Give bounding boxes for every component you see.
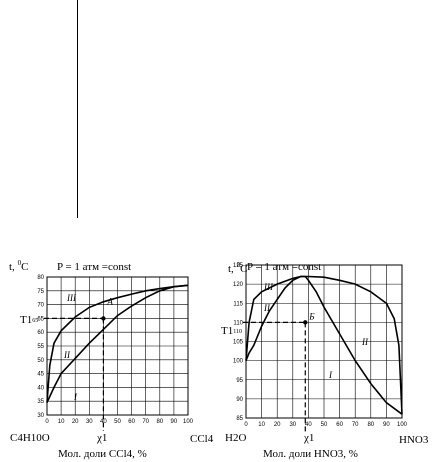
t-axis-label: t, 0C — [228, 261, 247, 275]
y-tick-label: 95 — [236, 378, 243, 384]
point-label: A — [106, 296, 113, 306]
point-marker — [303, 320, 308, 325]
T1-label: T1110 — [221, 325, 242, 337]
point-marker — [101, 316, 106, 321]
chart-water-nitric-acid: 0 10 20 30 40 50 60 70 80 90 100 85 90 95 100 105 110 115… — [221, 261, 429, 460]
x-tick-label: 60 — [128, 419, 135, 425]
curve-liquid — [46, 284, 189, 403]
left-component-label: C4H10O — [10, 432, 50, 444]
y-tick-label: 60 — [37, 330, 44, 336]
x-tick-label: 20 — [274, 422, 281, 428]
region-label: III — [66, 293, 77, 303]
y-tick-label: 105 — [233, 340, 244, 346]
y-tick-label: 55 — [37, 344, 44, 350]
x-tick-label: 70 — [142, 419, 149, 425]
y-tick-label: 45 — [37, 372, 44, 378]
y-tick-label: 80 — [37, 275, 44, 281]
x-tick-label: 0 — [45, 419, 49, 425]
curve-vapor — [245, 275, 403, 415]
x-tick-label: 20 — [72, 419, 79, 425]
right-component-label: CCl4 — [190, 433, 214, 445]
x-tick-label: 10 — [258, 422, 265, 428]
x-tick-label: 40 — [100, 419, 107, 425]
x-tick-label: 40 — [305, 422, 312, 428]
x-tick-label: 80 — [156, 419, 163, 425]
y-tick-label: 65 — [37, 316, 44, 322]
x-tick-label: 30 — [86, 419, 93, 425]
region-label: III — [263, 282, 274, 292]
pressure-label: P = 1 атм =const — [57, 261, 131, 273]
pressure-label: P = 1 атм =const — [247, 261, 321, 273]
x-tick-label: 80 — [367, 422, 374, 428]
chi1-label: χ1 — [96, 432, 107, 444]
x-tick-label: 50 — [321, 422, 328, 428]
left-component-label: H2O — [225, 432, 246, 444]
x-tick-label: 30 — [289, 422, 296, 428]
y-tick-label: 90 — [236, 397, 243, 403]
region-label: II — [263, 303, 271, 313]
region-label: I — [328, 370, 333, 380]
point-label: Б — [308, 311, 315, 321]
x-tick-label: 90 — [171, 419, 178, 425]
y-tick-label: 35 — [37, 399, 44, 405]
x-tick-label: 100 — [183, 419, 194, 425]
y-tick-label: 70 — [37, 303, 44, 309]
x-tick-label: 70 — [352, 422, 359, 428]
x-tick-label: 100 — [397, 422, 408, 428]
region-label: II — [63, 350, 71, 360]
x-axis-caption: Мол. доли CCl4, % — [58, 448, 147, 460]
x-tick-label: 0 — [244, 422, 248, 428]
x-tick-label: 90 — [383, 422, 390, 428]
vertical-separator-line — [77, 0, 78, 218]
y-tick-label: 115 — [233, 301, 243, 307]
region-label: II — [361, 337, 369, 347]
y-tick-label: 30 — [37, 413, 44, 419]
y-tick-label: 110 — [233, 320, 243, 326]
plot-frame — [245, 264, 403, 419]
x-axis-caption: Мол. доли HNO3, % — [263, 448, 358, 460]
chart-ether-ccl4: 0 10 20 30 40 50 60 70 80 90 100 30 35 40 45 50 55 60 65 70… — [9, 259, 214, 460]
y-tick-label: 85 — [236, 416, 243, 422]
y-tick-label: 120 — [233, 282, 244, 288]
chi1-label: χ1 — [303, 432, 314, 444]
y-tick-label: 100 — [233, 359, 244, 365]
y-tick-label: 125 — [233, 263, 244, 269]
region-label: I — [73, 392, 78, 402]
x-tick-label: 50 — [114, 419, 121, 425]
T1-label: T165 — [20, 314, 38, 326]
curve-vapor — [46, 284, 189, 403]
y-tick-label: 50 — [37, 358, 44, 364]
x-tick-label: 10 — [58, 419, 65, 425]
right-component-label: HNO3 — [399, 434, 429, 446]
y-tick-label: 40 — [37, 385, 44, 391]
t-axis-label: t, 0C — [9, 259, 28, 273]
x-tick-label: 60 — [336, 422, 343, 428]
y-tick-label: 75 — [37, 289, 44, 295]
plot-frame — [46, 276, 189, 416]
